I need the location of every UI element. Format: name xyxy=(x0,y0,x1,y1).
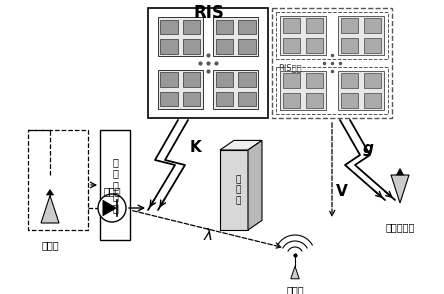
Bar xyxy=(306,19,323,33)
Bar xyxy=(158,17,203,56)
Polygon shape xyxy=(391,175,409,203)
Circle shape xyxy=(98,194,126,222)
Bar xyxy=(277,12,388,59)
Bar xyxy=(338,71,384,110)
Bar xyxy=(283,38,301,53)
Text: V: V xyxy=(336,185,348,200)
Bar xyxy=(183,72,200,87)
Bar xyxy=(283,93,301,108)
Bar xyxy=(158,70,203,109)
Text: 窃听端: 窃听端 xyxy=(286,285,304,294)
Bar xyxy=(238,72,256,87)
Bar xyxy=(238,19,256,34)
Text: 发射端: 发射端 xyxy=(41,240,59,250)
Bar xyxy=(183,19,200,34)
Bar xyxy=(338,16,384,55)
Bar xyxy=(215,92,233,106)
Bar xyxy=(283,74,301,88)
Bar xyxy=(160,19,178,34)
Text: K: K xyxy=(189,141,201,156)
Text: RIS分组: RIS分组 xyxy=(278,64,301,73)
Bar xyxy=(215,72,233,87)
Bar xyxy=(238,92,256,106)
Bar xyxy=(100,130,130,240)
Bar xyxy=(213,70,258,109)
Bar xyxy=(148,8,268,118)
Bar xyxy=(281,71,326,110)
Polygon shape xyxy=(248,141,262,230)
Bar xyxy=(364,93,381,108)
Bar xyxy=(160,92,178,106)
Bar xyxy=(364,19,381,33)
Bar xyxy=(283,19,301,33)
Bar xyxy=(364,74,381,88)
Bar xyxy=(341,74,358,88)
Polygon shape xyxy=(220,141,262,150)
Bar xyxy=(213,17,258,56)
Bar xyxy=(183,92,200,106)
Bar xyxy=(215,39,233,54)
Bar xyxy=(306,74,323,88)
Bar xyxy=(306,93,323,108)
Text: 障
碍
物: 障 碍 物 xyxy=(235,175,241,205)
Bar xyxy=(277,67,388,114)
Polygon shape xyxy=(103,200,116,216)
Text: λ: λ xyxy=(203,228,213,243)
Polygon shape xyxy=(47,190,54,195)
Bar xyxy=(238,39,256,54)
Polygon shape xyxy=(41,196,59,223)
Text: 待
合
成
信
号: 待 合 成 信 号 xyxy=(112,157,118,213)
Text: 合法接收端: 合法接收端 xyxy=(385,222,415,232)
Bar xyxy=(281,16,326,55)
Bar xyxy=(364,38,381,53)
Bar xyxy=(220,150,248,230)
Text: 控制器: 控制器 xyxy=(103,186,121,196)
Bar xyxy=(341,19,358,33)
Bar xyxy=(160,72,178,87)
Text: RIS: RIS xyxy=(193,4,224,22)
Bar xyxy=(215,19,233,34)
Polygon shape xyxy=(291,266,299,279)
Bar xyxy=(341,38,358,53)
Bar xyxy=(341,93,358,108)
Polygon shape xyxy=(396,168,404,175)
Bar xyxy=(272,8,392,118)
Bar xyxy=(183,39,200,54)
Bar xyxy=(160,39,178,54)
Bar xyxy=(306,38,323,53)
Text: g: g xyxy=(363,141,373,156)
